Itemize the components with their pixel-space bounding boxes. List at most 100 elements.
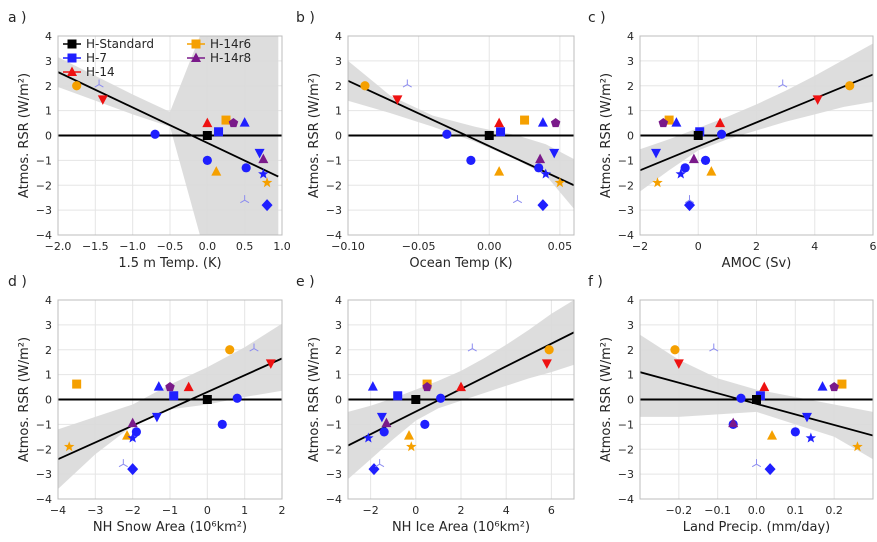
point-h-14r8-pentagon <box>422 382 432 392</box>
point-h-7-circle <box>436 393 446 403</box>
y-tick-label: 0 <box>45 130 52 143</box>
x-tick-label: 0.5 <box>236 240 254 253</box>
point-outlier-tri <box>778 79 788 88</box>
x-tick-label: 6 <box>870 240 877 253</box>
point-h-14-triangle-down <box>673 359 684 369</box>
point-h-14r6-triangle <box>494 166 505 176</box>
point-h-standard-square <box>693 131 703 140</box>
x-tick-label: 0.05 <box>548 240 573 253</box>
point-outlier-tri <box>249 343 259 352</box>
point-h-7-triangle-down <box>549 148 560 159</box>
point-h-7-triangle <box>537 117 548 127</box>
point-h-14r8-triangle <box>688 153 699 164</box>
panel-label: c ) <box>588 10 606 26</box>
point-h-14r6-circle <box>670 345 680 355</box>
point-h-14r6-square <box>72 379 82 389</box>
y-tick-label: 1 <box>45 105 52 118</box>
confidence-band <box>58 36 279 235</box>
point-h-7-circle <box>736 393 746 403</box>
x-tick-label: −4 <box>50 504 66 517</box>
point-outlier-tri <box>402 79 412 88</box>
point-outlier-tri <box>240 195 250 204</box>
x-axis-label: AMOC (Sv) <box>722 256 792 271</box>
point-h-14-triangle <box>759 381 770 392</box>
point-h-7-triangle <box>367 381 378 391</box>
legend-label: H-Standard <box>86 37 154 51</box>
point-h-7-circle <box>534 163 544 173</box>
point-h-7-star <box>127 432 138 443</box>
point-h-7-triangle-down <box>801 412 812 423</box>
point-h-14r6-circle <box>544 345 554 355</box>
point-h-14r8-triangle <box>381 417 392 428</box>
y-tick-label: 4 <box>627 294 634 307</box>
point-h-7-circle <box>442 129 452 139</box>
y-tick-label: 3 <box>335 319 342 332</box>
point-h-7-circle <box>232 393 242 403</box>
y-tick-label: 0 <box>335 130 342 143</box>
y-tick-label: 1 <box>335 369 342 382</box>
x-tick-label: −0.2 <box>665 504 692 517</box>
point-h-14r6-star <box>652 177 663 188</box>
y-tick-label: −4 <box>36 493 52 506</box>
point-h-14-triangle-down <box>392 95 403 105</box>
panel-e: −4 −3 −2 −1 0 1 2 3 4 −2 0 2 4 6 NH Ice Area (10⁶km²) A… <box>296 274 575 535</box>
point-h-14r8-pentagon <box>165 382 175 392</box>
point-outlier-tri <box>684 195 695 204</box>
x-tick-label: −0.1 <box>704 504 731 517</box>
y-tick-label: −4 <box>618 493 634 506</box>
point-h-standard-square <box>202 131 212 140</box>
point-h-7-circle <box>790 427 800 437</box>
y-tick-label: −2 <box>36 179 52 192</box>
regression-line <box>58 357 282 461</box>
y-tick-label: 3 <box>627 319 634 332</box>
point-h-7-circle <box>241 163 251 173</box>
y-tick-label: 2 <box>627 80 634 93</box>
point-h-7-star <box>363 432 374 443</box>
x-axis-label: NH Ice Area (10⁶km²) <box>392 520 530 535</box>
point-h-14-triangle <box>715 117 726 128</box>
point-h-7-square <box>169 391 179 401</box>
x-tick-label: −2 <box>632 240 648 253</box>
panel-a: −4 −3 −2 −1 0 1 2 3 4 −2.0 −1.5 −1.0 −0.5 0.0 0.5 1.0 1.… <box>8 10 291 271</box>
point-h-7-square <box>214 127 224 137</box>
y-tick-label: 2 <box>335 80 342 93</box>
axes-frame <box>57 35 283 236</box>
x-tick-label: 1.0 <box>273 240 291 253</box>
point-h-7-circle <box>680 163 690 173</box>
x-tick-label: −1.0 <box>119 240 146 253</box>
point-h-7-triangle <box>671 117 682 127</box>
point-h-14r6-circle <box>845 81 855 91</box>
x-tick-label: 2 <box>458 504 465 517</box>
point-h-14-triangle-down <box>812 95 823 105</box>
point-h-14r8-pentagon <box>550 118 561 128</box>
y-tick-label: −3 <box>36 204 52 217</box>
point-h-14-triangle-down <box>97 95 108 105</box>
y-tick-label: 0 <box>45 394 52 407</box>
point-h-7-star <box>540 168 551 179</box>
point-h-14r6-square <box>664 115 674 125</box>
point-h-14-triangle <box>494 117 505 128</box>
y-tick-label: −2 <box>618 443 634 456</box>
regression-line <box>640 73 873 172</box>
x-tick-label: 2 <box>279 504 286 517</box>
point-h-standard-square <box>202 395 212 404</box>
point-outlier-tri <box>709 343 719 352</box>
panel-label: d ) <box>8 274 27 290</box>
y-tick-label: −2 <box>326 179 342 192</box>
y-tick-label: 4 <box>627 30 634 43</box>
y-tick-label: 2 <box>627 344 634 357</box>
point-h-7-circle <box>217 419 227 429</box>
y-tick-label: 3 <box>45 55 52 68</box>
y-tick-label: 0 <box>627 394 634 407</box>
y-tick-label: 4 <box>335 30 342 43</box>
panel-b: −4 −3 −2 −1 0 1 2 3 4 −0.10 −0.05 0.00 0.05 Ocean Tem… <box>296 10 575 271</box>
point-h-7-triangle-down <box>376 412 387 423</box>
point-h-7-diamond <box>537 199 549 212</box>
legend-marker-h-14 <box>67 66 77 76</box>
y-tick-label: 4 <box>335 294 342 307</box>
panel-d: −4 −3 −2 −1 0 1 2 3 4 −4 −3 −2 −1 0 1 2 NH Snow Area (10… <box>8 274 286 535</box>
point-h-7-diamond <box>261 199 273 212</box>
y-tick-label: −1 <box>618 418 634 431</box>
y-tick-label: 2 <box>45 80 52 93</box>
point-h-14r6-circle <box>360 81 370 91</box>
